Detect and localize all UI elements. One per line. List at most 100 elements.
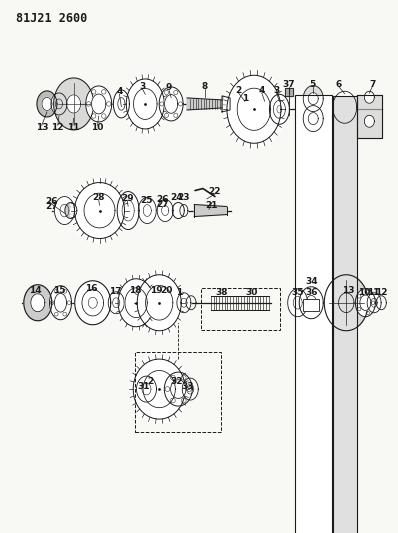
Polygon shape <box>223 106 227 112</box>
Polygon shape <box>225 88 231 96</box>
Polygon shape <box>146 75 151 79</box>
Polygon shape <box>181 298 187 307</box>
Text: 3: 3 <box>139 82 146 91</box>
Text: 3: 3 <box>273 86 280 95</box>
Polygon shape <box>143 322 149 328</box>
Polygon shape <box>92 94 106 114</box>
Text: 21: 21 <box>205 201 218 209</box>
Polygon shape <box>187 98 222 110</box>
Polygon shape <box>277 106 282 113</box>
Polygon shape <box>160 86 165 93</box>
Polygon shape <box>166 327 172 333</box>
Polygon shape <box>225 123 231 130</box>
Polygon shape <box>166 416 172 422</box>
Polygon shape <box>55 197 74 224</box>
Polygon shape <box>156 80 162 87</box>
Polygon shape <box>137 282 142 290</box>
Polygon shape <box>135 308 139 315</box>
Polygon shape <box>153 418 158 424</box>
Text: 27: 27 <box>156 200 169 209</box>
Polygon shape <box>172 412 178 419</box>
Polygon shape <box>91 237 96 243</box>
Text: 10: 10 <box>91 124 104 132</box>
Polygon shape <box>364 91 375 103</box>
Text: 15: 15 <box>53 286 66 295</box>
Polygon shape <box>116 290 120 297</box>
Polygon shape <box>130 394 135 400</box>
Polygon shape <box>146 272 152 279</box>
Text: 22: 22 <box>209 188 221 196</box>
Polygon shape <box>140 359 146 366</box>
Polygon shape <box>148 282 154 289</box>
Polygon shape <box>177 364 183 371</box>
Polygon shape <box>109 235 114 241</box>
Text: 37: 37 <box>283 80 295 88</box>
Polygon shape <box>123 93 128 99</box>
Polygon shape <box>277 123 283 130</box>
Polygon shape <box>37 91 57 117</box>
Polygon shape <box>125 86 131 93</box>
Polygon shape <box>273 81 279 89</box>
Polygon shape <box>116 308 120 316</box>
FancyBboxPatch shape <box>295 95 332 533</box>
Polygon shape <box>157 199 173 222</box>
Polygon shape <box>376 296 386 310</box>
Polygon shape <box>324 274 368 331</box>
Polygon shape <box>129 386 133 392</box>
Text: 13: 13 <box>35 124 48 132</box>
Polygon shape <box>125 208 129 213</box>
Polygon shape <box>82 289 103 316</box>
Polygon shape <box>132 370 137 377</box>
Polygon shape <box>176 282 182 290</box>
Text: 23: 23 <box>178 193 190 201</box>
Polygon shape <box>308 93 318 104</box>
Polygon shape <box>308 112 318 125</box>
Polygon shape <box>148 316 154 323</box>
Polygon shape <box>162 206 169 215</box>
Polygon shape <box>160 418 165 424</box>
Polygon shape <box>130 275 135 280</box>
Polygon shape <box>118 226 123 233</box>
Polygon shape <box>172 359 178 366</box>
Polygon shape <box>71 201 76 206</box>
Polygon shape <box>285 87 293 96</box>
Polygon shape <box>371 298 377 307</box>
Polygon shape <box>137 326 142 330</box>
Polygon shape <box>229 81 235 89</box>
Polygon shape <box>181 370 187 377</box>
Polygon shape <box>135 290 139 297</box>
Polygon shape <box>74 182 125 239</box>
Polygon shape <box>143 277 149 284</box>
Polygon shape <box>130 326 135 330</box>
Polygon shape <box>123 109 128 115</box>
Polygon shape <box>303 86 323 111</box>
Polygon shape <box>172 203 184 219</box>
Polygon shape <box>240 71 246 78</box>
Polygon shape <box>153 271 158 276</box>
Polygon shape <box>65 203 77 219</box>
Polygon shape <box>248 142 253 148</box>
Polygon shape <box>357 95 382 138</box>
Polygon shape <box>180 205 188 216</box>
Polygon shape <box>133 359 185 419</box>
Polygon shape <box>137 275 142 280</box>
Text: 12: 12 <box>51 124 64 132</box>
Text: 11: 11 <box>367 288 380 296</box>
Polygon shape <box>237 88 271 131</box>
Polygon shape <box>123 201 128 206</box>
Polygon shape <box>118 98 125 110</box>
Polygon shape <box>153 354 158 360</box>
Polygon shape <box>125 115 131 122</box>
Polygon shape <box>177 407 183 414</box>
Polygon shape <box>303 106 323 132</box>
Polygon shape <box>75 281 111 325</box>
Polygon shape <box>123 277 129 284</box>
Polygon shape <box>261 140 267 147</box>
Text: 5: 5 <box>310 80 316 88</box>
Polygon shape <box>49 286 72 320</box>
Polygon shape <box>143 370 176 408</box>
Text: 34: 34 <box>305 277 318 286</box>
Polygon shape <box>171 379 186 399</box>
Polygon shape <box>181 300 184 306</box>
Polygon shape <box>113 298 120 308</box>
